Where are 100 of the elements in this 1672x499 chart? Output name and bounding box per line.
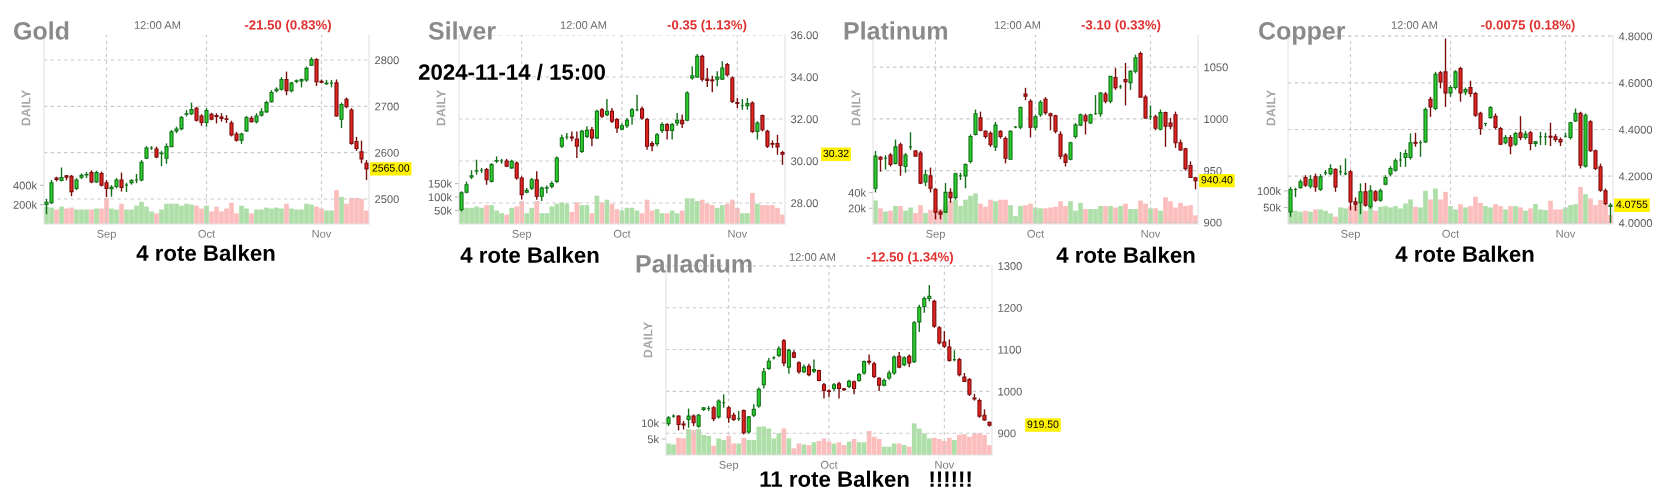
bar [1113, 207, 1118, 224]
y-tick-label: 900 [998, 429, 1016, 438]
candlestick [1518, 115, 1523, 141]
x-tick-label: Nov [1141, 229, 1161, 238]
candlestick [963, 162, 968, 189]
x-tick-label: Nov [935, 460, 955, 469]
bar [1433, 188, 1438, 224]
y-tick-label: 900 [1204, 218, 1222, 227]
y-tick-label: 1200 [998, 303, 1022, 312]
bar [896, 443, 902, 455]
text: 919.50 [1027, 420, 1059, 428]
bar [284, 203, 289, 224]
bar [49, 207, 54, 224]
candlestick [284, 70, 289, 96]
candlestick [1123, 62, 1128, 107]
bar [750, 192, 755, 224]
text: DAILY [643, 322, 653, 358]
x-tick-label: Oct [198, 229, 216, 238]
bar [534, 201, 540, 224]
bar [1523, 210, 1528, 224]
bar [726, 435, 732, 455]
bar [883, 211, 888, 224]
candlestick [1508, 134, 1513, 155]
text: DAILY [436, 90, 446, 126]
x-tick-label: Sep [97, 229, 116, 240]
text: 12:00 AM [560, 21, 607, 29]
bar [746, 439, 752, 455]
bar [923, 213, 928, 224]
bar [54, 209, 59, 224]
bar [1123, 203, 1128, 224]
candlestick [1333, 167, 1338, 193]
text: DAILY [1266, 90, 1276, 126]
candlestick [811, 358, 817, 374]
candlestick [755, 120, 760, 141]
text: 940.40 [1201, 176, 1233, 184]
y2-tick-label: 50k [434, 206, 453, 215]
text: 4 rote Balken [1056, 246, 1195, 263]
bar [686, 429, 691, 455]
bar [876, 439, 882, 455]
y2-tick-label: 40k [848, 188, 867, 197]
bar [1158, 210, 1163, 224]
text: DAILY [21, 90, 31, 126]
text: -0.35 (1.13%) [667, 19, 747, 33]
bar [1458, 204, 1463, 224]
x-tick-label: Sep [1341, 229, 1360, 240]
y-tick-label: 1100 [998, 345, 1022, 354]
y-tick-label: 4.4000 [1618, 125, 1653, 134]
bar [711, 445, 716, 455]
candlestick [700, 54, 705, 83]
bar [1083, 209, 1088, 224]
x-tick-label: Sep [512, 229, 532, 240]
bar [679, 210, 685, 224]
bar [1303, 210, 1308, 224]
candlestick [1018, 105, 1023, 130]
bar [898, 205, 903, 224]
text: 30.32 [823, 149, 849, 158]
y-tick-label: 1000 [998, 387, 1022, 396]
text: 12:00 AM [134, 21, 181, 29]
bar [736, 443, 742, 455]
chart-title: Copper [1259, 22, 1346, 45]
bar [694, 201, 700, 224]
bar [901, 445, 907, 455]
text: 12:00 AM [789, 253, 836, 261]
chart-title: Silver [428, 21, 496, 40]
candlestick [204, 107, 209, 128]
bar [1463, 207, 1468, 224]
x-tick-label: Sep [719, 460, 739, 471]
bar [671, 444, 676, 455]
bar [906, 446, 912, 455]
y-tick-label: 2500 [375, 195, 399, 204]
bar [691, 430, 696, 455]
bar [1503, 209, 1508, 224]
bar [755, 203, 760, 224]
bar [1528, 208, 1533, 224]
candlestick [359, 139, 364, 165]
candlestick [589, 126, 594, 147]
candlestick [1098, 91, 1103, 118]
x-tick-label: Sep [926, 229, 945, 240]
bar [1518, 207, 1523, 224]
bar [484, 205, 489, 224]
bar [1313, 209, 1318, 224]
candlestick [928, 166, 933, 194]
bar [741, 437, 747, 455]
candlestick [836, 381, 842, 400]
bar [1118, 205, 1123, 224]
y-tick-label: 2700 [375, 102, 399, 111]
y-tick-label: 32.00 [790, 115, 818, 124]
candlestick [686, 407, 691, 429]
candlestick [993, 121, 998, 152]
candlestick [1428, 96, 1433, 118]
y-tick-label: 4.6000 [1618, 79, 1653, 87]
y2-tick-label: 10k [641, 419, 660, 428]
bar [888, 210, 893, 224]
candlestick [554, 155, 559, 184]
y-tick-label: 4.2000 [1618, 172, 1653, 181]
bar [1373, 210, 1378, 224]
candlestick [973, 108, 978, 137]
chart-title: Palladium [636, 254, 752, 273]
text: 12:00 AM [1391, 21, 1438, 29]
y2-tick-label: 400k [13, 181, 38, 190]
